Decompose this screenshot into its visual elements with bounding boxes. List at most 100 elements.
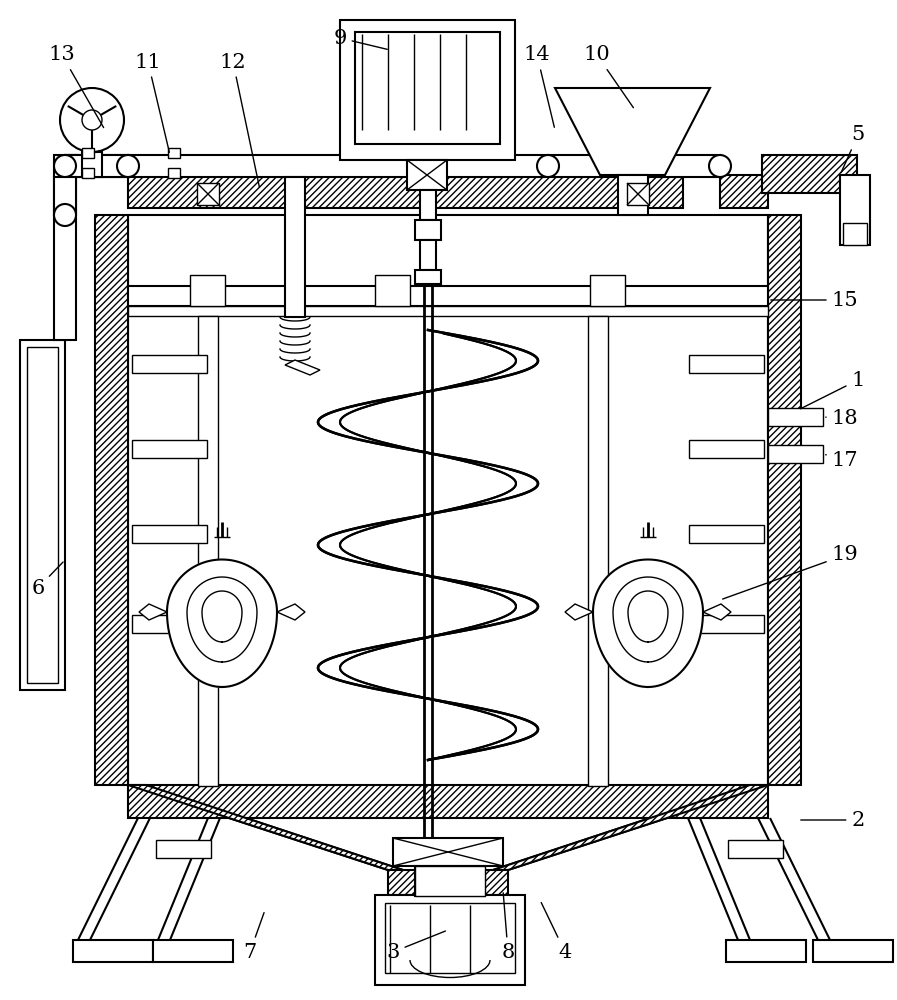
Polygon shape	[337, 557, 366, 561]
Bar	[128, 785, 768, 818]
Bar	[54, 177, 76, 340]
Polygon shape	[335, 679, 363, 682]
Bar	[128, 306, 768, 316]
Polygon shape	[319, 548, 345, 552]
Bar	[415, 866, 485, 896]
Polygon shape	[331, 535, 344, 539]
Polygon shape	[320, 418, 340, 421]
Polygon shape	[493, 617, 523, 621]
Text: 19: 19	[723, 546, 858, 599]
Polygon shape	[496, 370, 526, 374]
Text: 17: 17	[825, 450, 858, 470]
Polygon shape	[515, 600, 532, 604]
Polygon shape	[484, 620, 513, 624]
Polygon shape	[347, 560, 376, 563]
Polygon shape	[516, 726, 536, 730]
Polygon shape	[318, 542, 340, 546]
Polygon shape	[368, 687, 395, 691]
Polygon shape	[501, 714, 509, 718]
Bar	[82, 152, 102, 177]
Bar	[132, 525, 207, 543]
Polygon shape	[321, 663, 340, 667]
Polygon shape	[418, 574, 437, 578]
Polygon shape	[328, 413, 344, 417]
Polygon shape	[499, 468, 505, 472]
Bar	[407, 160, 447, 190]
Polygon shape	[498, 615, 527, 619]
Polygon shape	[318, 667, 341, 671]
Polygon shape	[475, 707, 481, 711]
Polygon shape	[399, 640, 413, 644]
Polygon shape	[474, 623, 502, 627]
Polygon shape	[493, 343, 497, 347]
Polygon shape	[509, 733, 536, 737]
Polygon shape	[484, 463, 487, 467]
Polygon shape	[428, 756, 450, 760]
Polygon shape	[515, 354, 533, 358]
Polygon shape	[335, 534, 347, 538]
Text: 6: 6	[31, 562, 63, 597]
Polygon shape	[410, 392, 427, 396]
Polygon shape	[492, 588, 495, 592]
Polygon shape	[495, 494, 524, 497]
Bar	[843, 223, 867, 245]
Polygon shape	[378, 522, 385, 526]
Polygon shape	[480, 585, 484, 589]
Polygon shape	[397, 395, 411, 398]
Polygon shape	[516, 604, 537, 608]
Polygon shape	[416, 390, 435, 394]
Polygon shape	[326, 415, 342, 419]
Polygon shape	[512, 608, 537, 612]
Text: 7: 7	[243, 913, 264, 962]
Polygon shape	[388, 643, 397, 647]
Polygon shape	[513, 730, 538, 734]
Polygon shape	[381, 644, 389, 648]
Polygon shape	[486, 496, 515, 500]
Polygon shape	[429, 699, 446, 703]
Polygon shape	[511, 473, 525, 477]
Polygon shape	[472, 377, 501, 381]
Polygon shape	[429, 387, 450, 391]
Text: 4: 4	[541, 903, 571, 962]
Polygon shape	[428, 330, 445, 334]
Bar	[355, 32, 500, 144]
Bar	[156, 840, 211, 858]
Polygon shape	[377, 443, 403, 447]
Polygon shape	[318, 422, 342, 426]
Polygon shape	[487, 742, 517, 746]
Polygon shape	[477, 376, 507, 380]
Polygon shape	[370, 402, 373, 406]
Polygon shape	[327, 537, 343, 540]
Polygon shape	[396, 693, 420, 697]
Bar	[689, 615, 764, 633]
Polygon shape	[460, 336, 469, 340]
Polygon shape	[341, 409, 351, 413]
Polygon shape	[380, 399, 388, 403]
Bar	[762, 155, 857, 193]
Polygon shape	[327, 676, 355, 680]
Bar	[128, 155, 548, 177]
Polygon shape	[389, 692, 414, 695]
Polygon shape	[514, 476, 531, 480]
Polygon shape	[593, 560, 703, 687]
Polygon shape	[508, 349, 518, 353]
Polygon shape	[490, 710, 491, 714]
Polygon shape	[489, 341, 491, 345]
Polygon shape	[468, 624, 496, 628]
Polygon shape	[515, 723, 533, 727]
Polygon shape	[475, 339, 481, 342]
Polygon shape	[404, 393, 419, 397]
Polygon shape	[514, 353, 530, 357]
Polygon shape	[355, 528, 361, 532]
Bar	[128, 175, 683, 208]
Polygon shape	[426, 575, 443, 579]
Polygon shape	[509, 472, 520, 476]
Polygon shape	[509, 488, 536, 492]
Polygon shape	[507, 594, 518, 598]
Polygon shape	[387, 568, 412, 572]
Bar	[168, 148, 180, 158]
Polygon shape	[513, 485, 537, 489]
Polygon shape	[381, 690, 407, 694]
Polygon shape	[443, 630, 468, 634]
Polygon shape	[345, 436, 374, 440]
